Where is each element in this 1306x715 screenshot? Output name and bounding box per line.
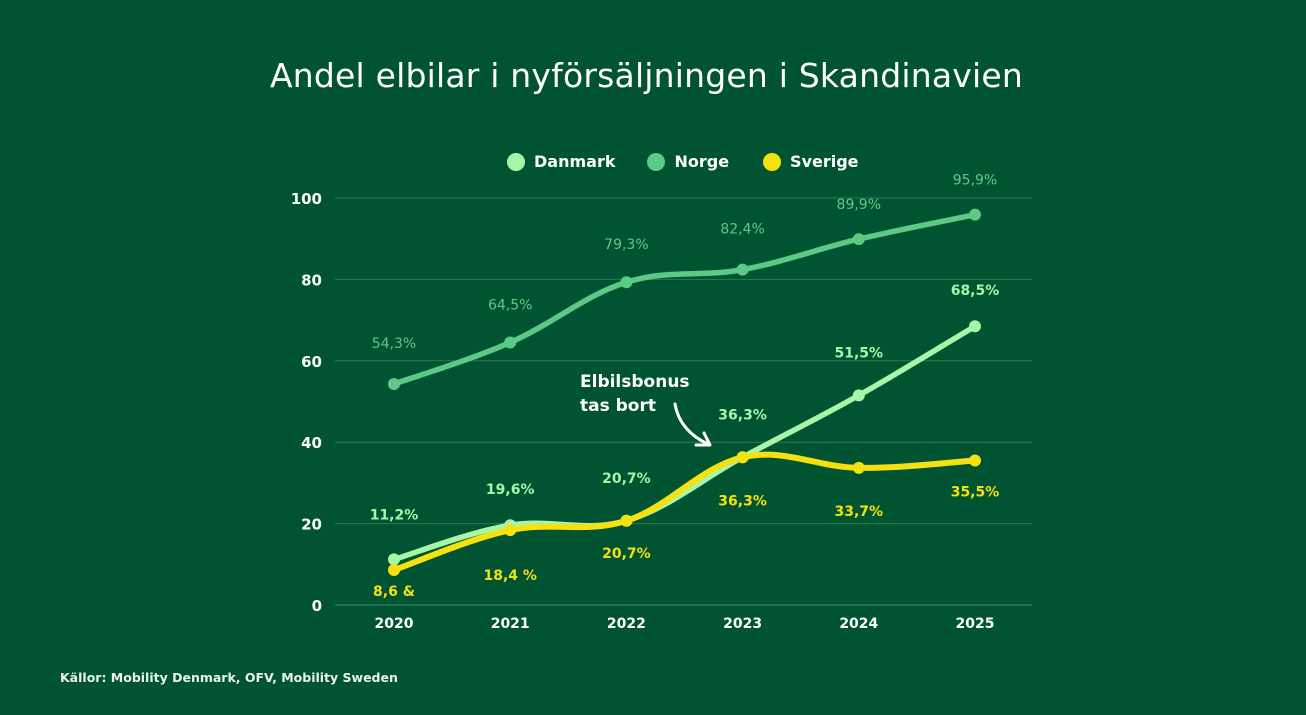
- y-tick-label: 20: [301, 516, 322, 534]
- gridlines: [335, 197, 1032, 606]
- series-line-sverige: [391, 451, 978, 573]
- y-tick-label: 80: [301, 271, 322, 289]
- data-point-norge: [620, 276, 633, 289]
- x-tick-label: 2020: [375, 616, 414, 632]
- data-point-sverige: [736, 451, 749, 464]
- series-line-norge: [391, 211, 978, 387]
- data-point-danmark: [852, 389, 865, 402]
- data-point-sverige: [969, 454, 981, 467]
- data-point-sverige: [852, 461, 865, 474]
- data-label-norge: 89,9%: [837, 197, 881, 213]
- data-label-norge: 79,3%: [604, 237, 648, 253]
- data-label-sverige: 20,7%: [602, 546, 651, 562]
- data-label-norge: 64,5%: [488, 297, 532, 313]
- data-point-norge: [504, 336, 517, 349]
- x-tick-label: 2021: [491, 616, 530, 632]
- legend-item-norge: Norge: [647, 152, 729, 171]
- data-label-danmark: 11,2%: [370, 507, 419, 523]
- legend-label-sverige: Sverige: [790, 152, 859, 171]
- data-label-norge: 54,3%: [372, 336, 416, 352]
- data-point-norge: [969, 208, 981, 221]
- legend-dot-sverige: [763, 152, 782, 171]
- legend-label-danmark: Danmark: [534, 152, 616, 171]
- x-tick-label: 2022: [607, 616, 646, 632]
- y-tick-label: 0: [312, 597, 322, 615]
- data-label-sverige: 33,7%: [835, 504, 884, 520]
- data-label-danmark: 68,5%: [951, 283, 1000, 299]
- data-point-norge: [736, 263, 749, 276]
- x-tick-label: 2023: [723, 616, 762, 632]
- legend-item-sverige: Sverige: [763, 152, 859, 171]
- annotation-arrow: [673, 402, 710, 446]
- annotation: Elbilsbonus tas bort: [580, 372, 712, 447]
- y-tick-label: 40: [301, 434, 322, 452]
- annotation-arrowhead: [694, 431, 712, 447]
- legend-dot-danmark: [507, 152, 525, 171]
- y-tick-label: 60: [301, 353, 322, 371]
- legend-dot-norge: [647, 152, 666, 171]
- legend-label-norge: Norge: [674, 152, 730, 171]
- data-point-norge: [388, 377, 400, 390]
- series-line-danmark: [391, 323, 978, 563]
- data-label-danmark: 51,5%: [835, 345, 884, 361]
- data-label-sverige: 36,3%: [718, 493, 767, 509]
- data-point-danmark: [969, 320, 981, 333]
- data-label-danmark: 36,3%: [718, 407, 767, 423]
- data-point-danmark: [388, 553, 400, 566]
- x-tick-label: 2025: [956, 616, 995, 632]
- data-point-sverige: [620, 514, 633, 527]
- data-label-norge: 95,9%: [953, 173, 997, 189]
- source-note: Källor: Mobility Denmark, OFV, Mobility …: [60, 670, 398, 685]
- data-point-norge: [852, 233, 865, 246]
- data-point-sverige: [504, 524, 517, 537]
- series-lines: [391, 211, 978, 573]
- data-label-danmark: 19,6%: [486, 482, 535, 498]
- data-labels: 11,2% 19,6% 20,7% 36,3% 51,5% 68,5% 54,3% 64,5%…: [370, 173, 1000, 600]
- annotation-text: tas bort: [580, 396, 656, 416]
- data-label-sverige: 8,6 &: [373, 584, 415, 600]
- annotation-text: Elbilsbonus: [580, 372, 690, 392]
- y-tick-label: 100: [291, 190, 322, 208]
- data-label-norge: 82,4%: [720, 222, 764, 238]
- x-tick-label: 2024: [839, 616, 878, 632]
- y-axis-ticks: 0 20 40 60 80 100: [291, 190, 322, 615]
- data-label-danmark: 20,7%: [602, 471, 651, 487]
- data-label-sverige: 35,5%: [951, 485, 1000, 501]
- chart-title: Andel elbilar i nyförsäljningen i Skandi…: [270, 56, 1023, 95]
- legend-item-danmark: Danmark: [507, 152, 615, 171]
- series-points: [388, 208, 981, 576]
- x-axis-ticks: 2020 2021 2022 2023 2024 2025: [375, 616, 995, 632]
- legend: Danmark Norge Sverige: [507, 152, 887, 171]
- data-label-sverige: 18,4 %: [483, 568, 536, 584]
- data-point-sverige: [388, 563, 400, 576]
